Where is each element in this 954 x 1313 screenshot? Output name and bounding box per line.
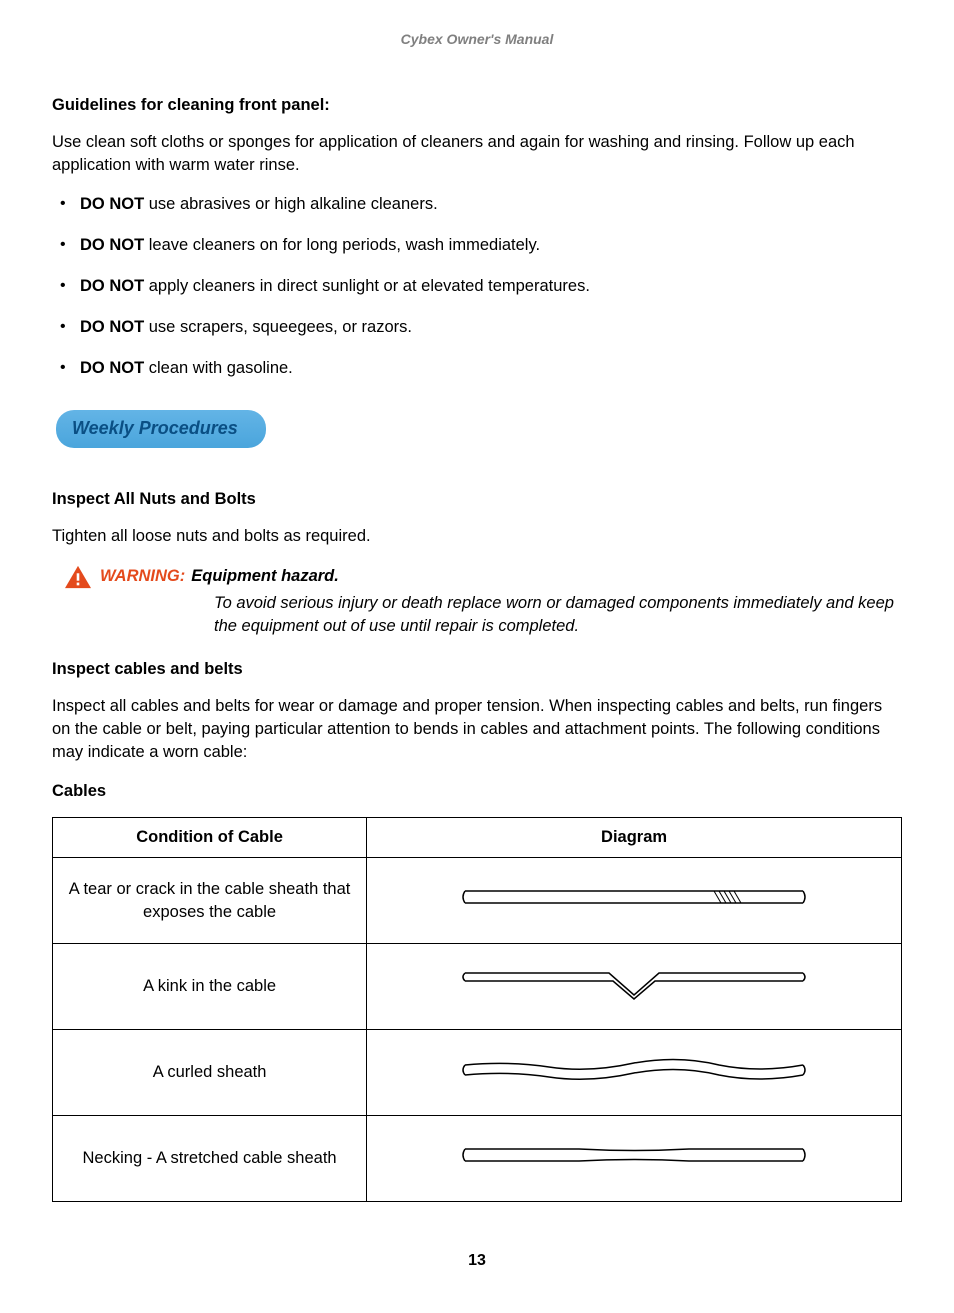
cable-diagram-cell <box>367 1116 902 1202</box>
diagram-kink <box>459 963 809 1003</box>
donot-label: DO NOT <box>80 318 144 336</box>
donot-text: apply cleaners in direct sunlight or at … <box>144 277 590 295</box>
table-header-diagram: Diagram <box>367 818 902 858</box>
cleaning-intro-paragraph: Use clean soft cloths or sponges for app… <box>52 131 902 177</box>
cleaning-guidelines-heading: Guidelines for cleaning front panel: <box>52 94 902 117</box>
document-header-title: Cybex Owner's Manual <box>52 30 902 50</box>
warning-body: To avoid serious injury or death replace… <box>214 592 902 638</box>
donot-item-1: DO NOT use abrasives or high alkaline cl… <box>80 193 902 216</box>
table-row: A tear or crack in the cable sheath that… <box>53 858 902 944</box>
donot-label: DO NOT <box>80 277 144 295</box>
donot-text: clean with gasoline. <box>144 359 293 377</box>
table-row: A kink in the cable <box>53 944 902 1030</box>
warning-triangle-icon <box>62 564 94 590</box>
cable-condition-table: Condition of Cable Diagram A tear or cra… <box>52 817 902 1202</box>
inspect-cables-body: Inspect all cables and belts for wear or… <box>52 695 902 764</box>
warning-heading: Equipment hazard. <box>191 565 339 588</box>
diagram-tear <box>459 877 809 917</box>
cable-condition-cell: A tear or crack in the cable sheath that… <box>53 858 367 944</box>
cable-diagram-cell <box>367 1030 902 1116</box>
cable-diagram-cell <box>367 944 902 1030</box>
donot-list: DO NOT use abrasives or high alkaline cl… <box>52 193 902 380</box>
donot-item-2: DO NOT leave cleaners on for long period… <box>80 234 902 257</box>
table-header-condition: Condition of Cable <box>53 818 367 858</box>
diagram-curled <box>459 1049 809 1089</box>
donot-item-5: DO NOT clean with gasoline. <box>80 357 902 380</box>
donot-item-4: DO NOT use scrapers, squeegees, or razor… <box>80 316 902 339</box>
warning-block: WARNING: Equipment hazard. To avoid seri… <box>62 564 902 638</box>
cable-diagram-cell <box>367 858 902 944</box>
donot-label: DO NOT <box>80 236 144 254</box>
table-row: A curled sheath <box>53 1030 902 1116</box>
inspect-nuts-bolts-heading: Inspect All Nuts and Bolts <box>52 488 902 511</box>
warning-label: WARNING: <box>100 565 185 588</box>
donot-label: DO NOT <box>80 359 144 377</box>
cables-subheading: Cables <box>52 780 902 803</box>
cable-condition-cell: A curled sheath <box>53 1030 367 1116</box>
cable-condition-cell: Necking - A stretched cable sheath <box>53 1116 367 1202</box>
weekly-procedures-pill: Weekly Procedures <box>56 410 266 447</box>
inspect-cables-heading: Inspect cables and belts <box>52 658 902 681</box>
cable-condition-cell: A kink in the cable <box>53 944 367 1030</box>
donot-item-3: DO NOT apply cleaners in direct sunlight… <box>80 275 902 298</box>
inspect-nuts-bolts-body: Tighten all loose nuts and bolts as requ… <box>52 525 902 548</box>
donot-text: leave cleaners on for long periods, wash… <box>144 236 540 254</box>
page-number: 13 <box>52 1250 902 1272</box>
donot-text: use scrapers, squeegees, or razors. <box>144 318 412 336</box>
donot-label: DO NOT <box>80 195 144 213</box>
donot-text: use abrasives or high alkaline cleaners. <box>144 195 438 213</box>
table-row: Necking - A stretched cable sheath <box>53 1116 902 1202</box>
diagram-necking <box>459 1135 809 1175</box>
